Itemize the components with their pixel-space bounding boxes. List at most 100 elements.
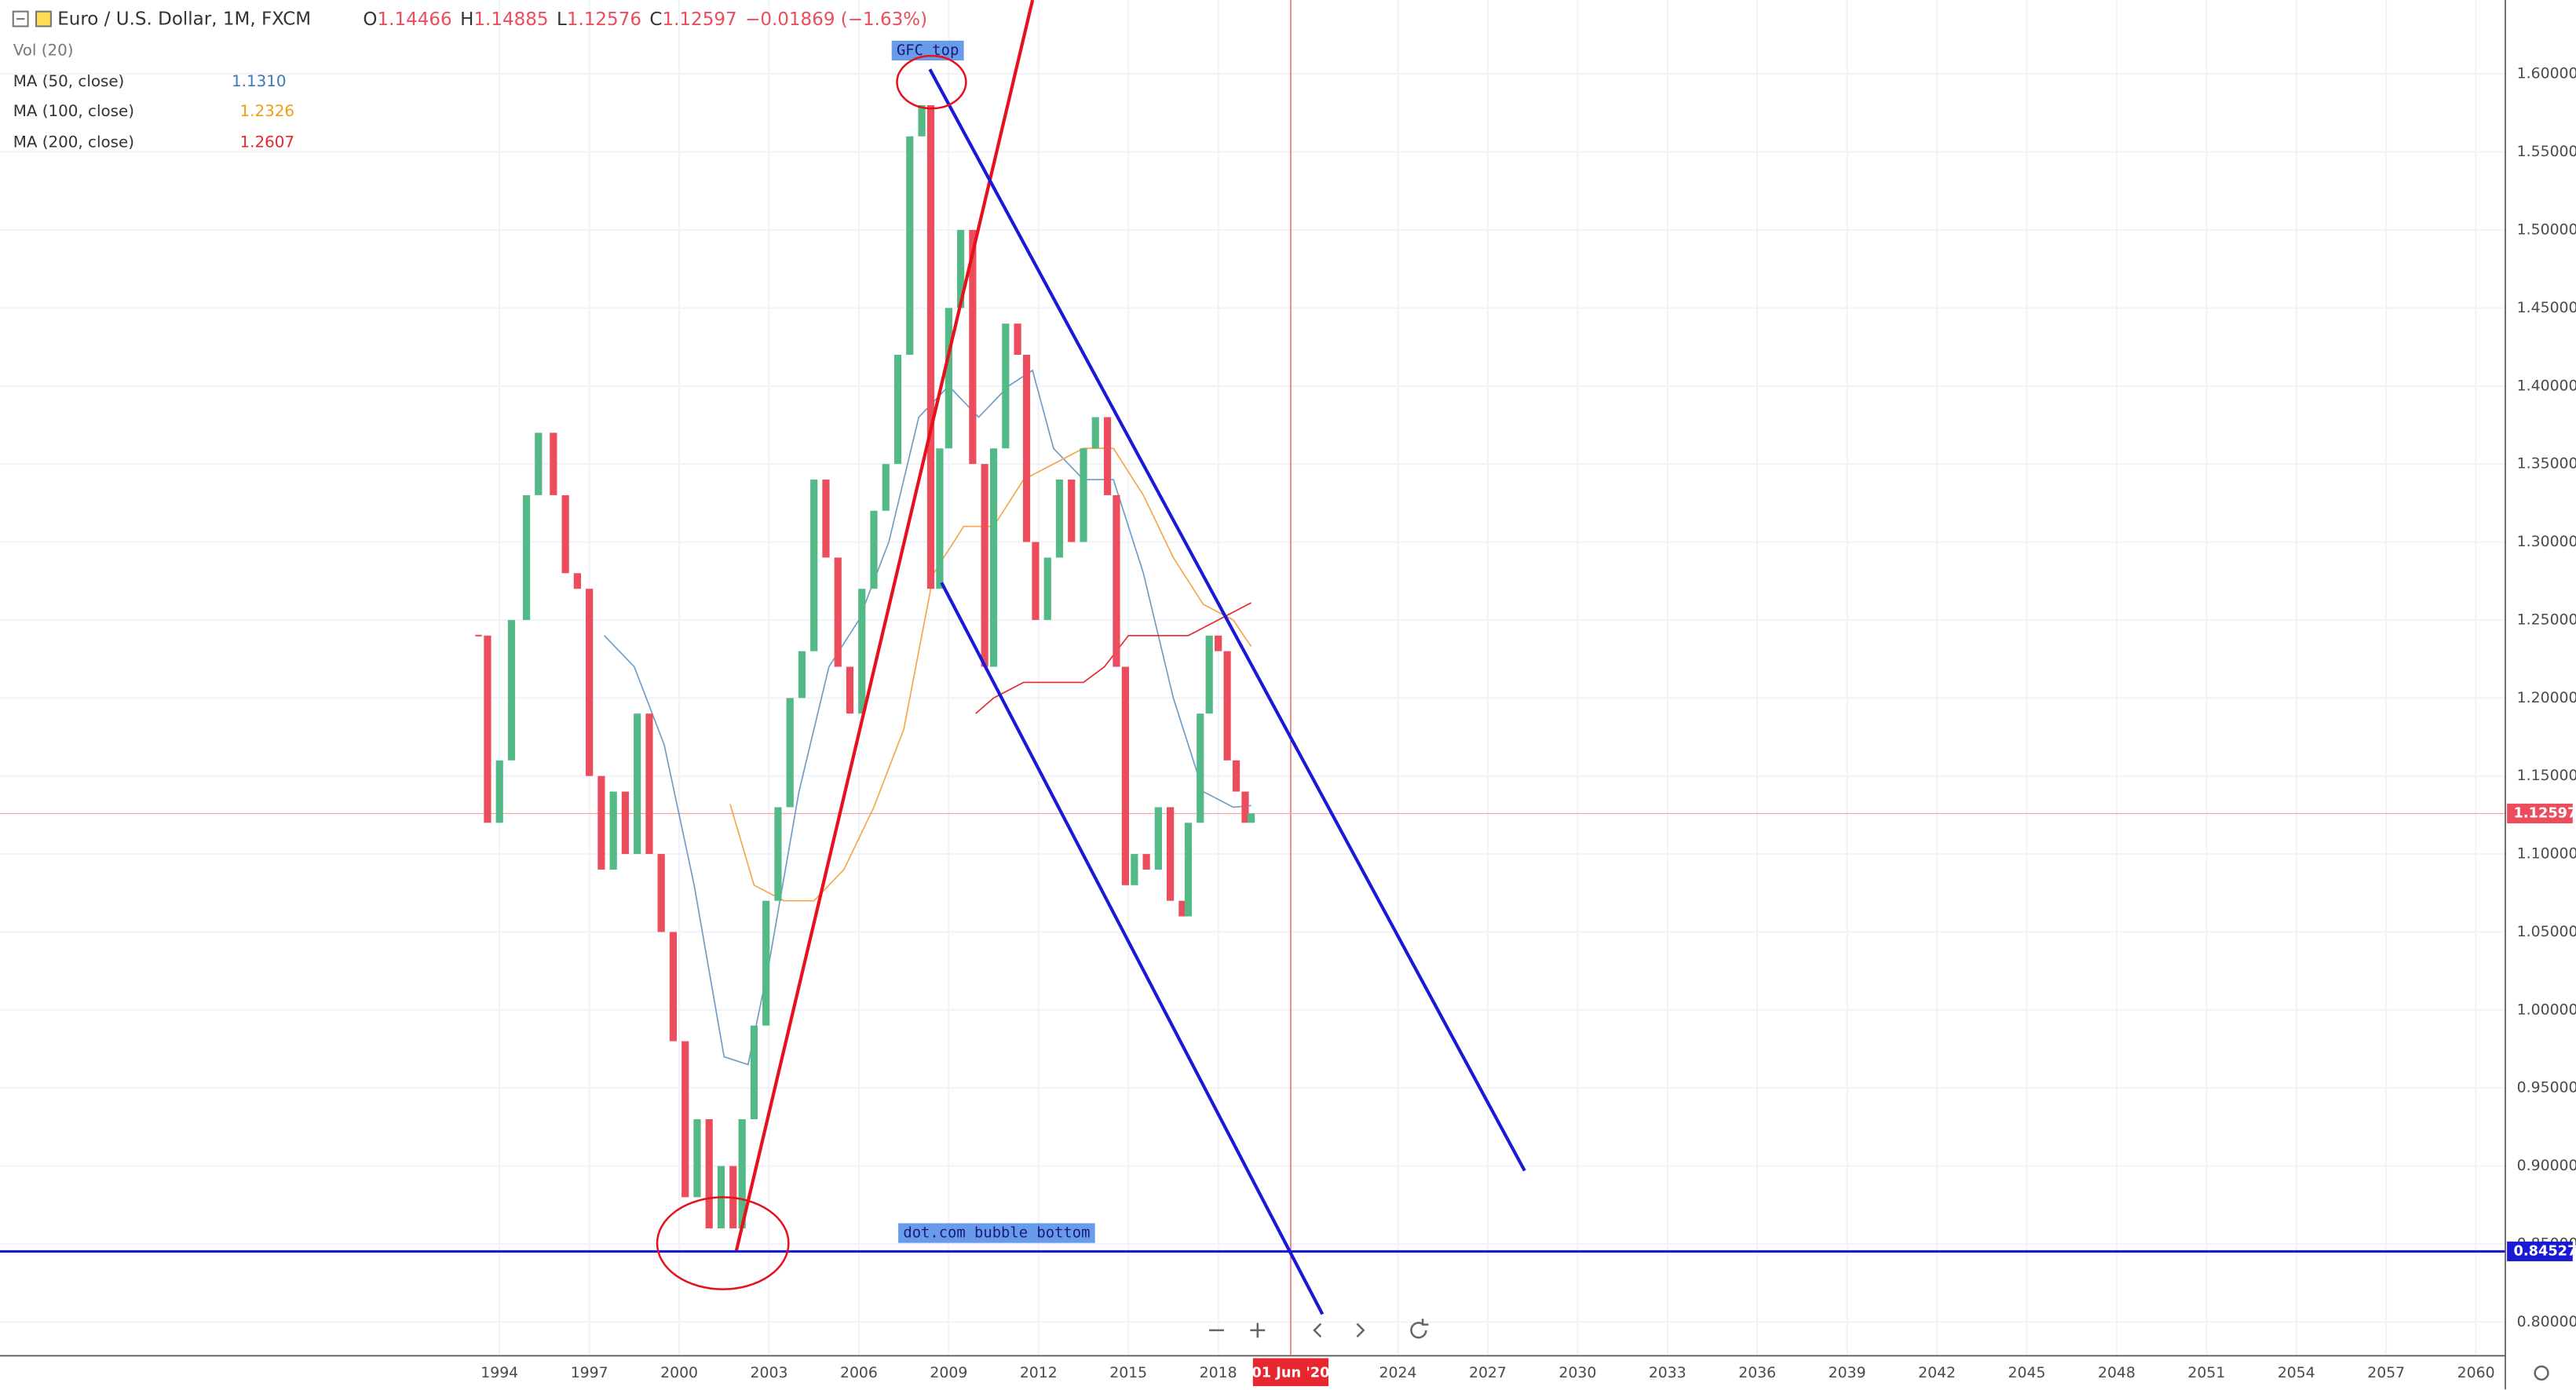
- candle: [1080, 448, 1087, 542]
- moving-average: [975, 602, 1251, 714]
- x-tick-label: 2030: [1558, 1365, 1596, 1381]
- candle: [535, 432, 543, 495]
- zoom-in-button[interactable]: [1250, 1323, 1266, 1338]
- y-tick-label: 1.20000: [2517, 690, 2576, 706]
- candle: [1184, 823, 1193, 917]
- candle: [645, 713, 653, 855]
- y-tick-label: 1.55000: [2517, 144, 2576, 160]
- y-tick-label: 1.00000: [2517, 1001, 2576, 1018]
- candle: [507, 619, 516, 761]
- trend-line: [928, 68, 1526, 1172]
- price-label: 0.84527: [2513, 1242, 2576, 1259]
- candle: [705, 1118, 713, 1229]
- x-tick-label: 2060: [2457, 1365, 2495, 1381]
- x-tick-label: 2006: [840, 1365, 878, 1381]
- low: 1.12576: [567, 9, 641, 30]
- trend-line: [734, 0, 1035, 1253]
- y-tick-label: 1.30000: [2517, 534, 2576, 550]
- collapse-button[interactable]: [12, 10, 29, 27]
- x-tick-label: 2018: [1200, 1365, 1237, 1381]
- candle: [561, 494, 569, 574]
- annotation-text: dot.com bubble bottom: [903, 1225, 1090, 1242]
- scroll-left-button[interactable]: [1313, 1323, 1322, 1338]
- x-tick-label: 2027: [1469, 1365, 1507, 1381]
- x-tick-label: 2039: [1829, 1365, 1866, 1381]
- candle: [918, 104, 926, 137]
- candle: [969, 229, 977, 465]
- y-tick-label: 1.45000: [2517, 300, 2576, 316]
- x-tick-label: 2003: [751, 1365, 788, 1381]
- candle: [750, 1025, 758, 1119]
- price-label: 1.12597: [2513, 804, 2576, 821]
- candle: [981, 464, 988, 667]
- h-label: H: [460, 9, 473, 30]
- y-tick-label: 1.35000: [2517, 456, 2576, 472]
- candle: [1215, 635, 1222, 651]
- candle: [882, 464, 890, 511]
- indicator-value: 1.2326: [240, 102, 295, 120]
- legend: Euro / U.S. Dollar, 1M, FXCM O1.14466 H1.…: [12, 9, 927, 151]
- candle: [1032, 542, 1040, 620]
- candle: [1103, 417, 1112, 495]
- x-tick-label: 2036: [1738, 1365, 1776, 1381]
- l-label: L: [557, 9, 567, 30]
- symbol[interactable]: Euro / U.S. Dollar, 1M, FXCM: [57, 9, 311, 30]
- candle: [1055, 480, 1064, 558]
- indicator-name[interactable]: MA (50, close): [13, 72, 125, 90]
- candle: [681, 1041, 689, 1198]
- settings-button[interactable]: [2534, 1365, 2549, 1381]
- x-tick-label: 2024: [1379, 1365, 1417, 1381]
- candle: [774, 807, 782, 901]
- candle: [1197, 713, 1204, 823]
- open: 1.14466: [378, 9, 452, 30]
- x-tick-label: 1997: [571, 1365, 608, 1381]
- indicator-name[interactable]: Vol (20): [13, 41, 74, 59]
- price-label-bg: [2507, 803, 2573, 824]
- candle: [657, 854, 665, 932]
- flag-icon: [35, 10, 52, 27]
- annotation: dot.com bubble bottom: [898, 1223, 1095, 1243]
- y-tick-label: 0.90000: [2517, 1158, 2576, 1174]
- indicator-value: 1.2607: [240, 133, 295, 151]
- price-label-bg: [2507, 1241, 2573, 1261]
- candle: [669, 932, 678, 1042]
- y-tick-label: 0.80000: [2517, 1314, 2576, 1330]
- candle: [1248, 813, 1255, 823]
- candle: [550, 432, 557, 495]
- reset-button[interactable]: [1410, 1319, 1429, 1339]
- indicator-name[interactable]: MA (200, close): [13, 133, 134, 151]
- candle: [786, 698, 794, 808]
- y-tick-label: 1.15000: [2517, 768, 2576, 784]
- highlight-ellipse: [896, 54, 967, 110]
- indicator-name[interactable]: MA (100, close): [13, 102, 134, 120]
- candle: [495, 760, 503, 823]
- highlight-ellipse: [656, 1196, 790, 1290]
- candle: [1131, 854, 1138, 885]
- y-tick-label: 1.60000: [2517, 66, 2576, 82]
- candle: [1043, 557, 1051, 620]
- y-tick-label: 0.95000: [2517, 1080, 2576, 1096]
- candle: [1002, 323, 1010, 449]
- candle: [738, 1118, 746, 1229]
- y-tick-label: 1.05000: [2517, 924, 2576, 940]
- candle: [798, 651, 806, 699]
- annotation: GFC top: [891, 40, 964, 61]
- x-tick-label: 2042: [1918, 1365, 1956, 1381]
- candle: [858, 589, 866, 714]
- time-label-bg: [1252, 1358, 1329, 1387]
- x-tick-label: 2051: [2187, 1365, 2225, 1381]
- indicator-value: 1.1310: [232, 72, 287, 90]
- candle: [1142, 854, 1150, 870]
- x-tick-label: 2045: [2008, 1365, 2046, 1381]
- candle: [1154, 807, 1162, 870]
- scroll-right-button[interactable]: [1356, 1323, 1365, 1338]
- change: −0.01869 (−1.63%): [745, 9, 927, 30]
- candle: [1205, 635, 1213, 714]
- candle: [522, 494, 531, 620]
- candle: [926, 104, 935, 589]
- candle: [834, 557, 842, 667]
- x-tick-label: 2054: [2278, 1365, 2315, 1381]
